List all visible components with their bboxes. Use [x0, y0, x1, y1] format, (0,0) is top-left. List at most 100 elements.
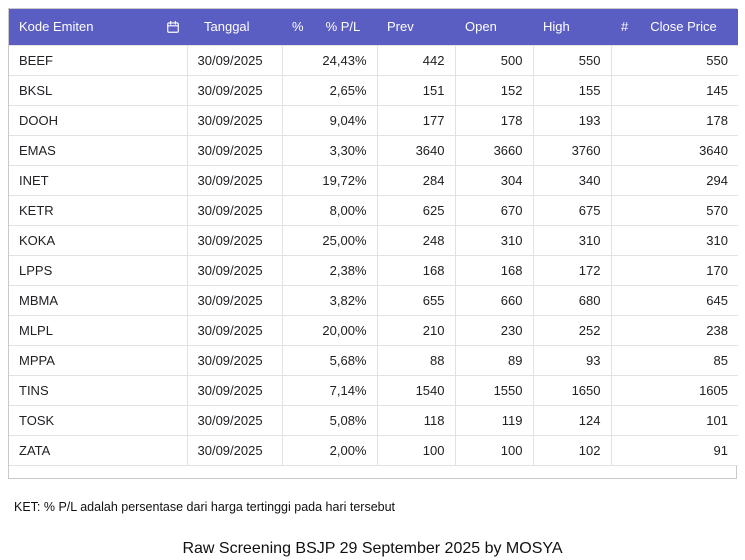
table-row: EMAS 30/09/2025 3,30% 3640 3660 3760 364…	[9, 134, 738, 166]
header-prev-label: Prev	[387, 19, 414, 35]
cell-pl: 20,00%	[281, 314, 378, 346]
cell-pl: 5,08%	[281, 404, 378, 436]
cell-close-price: 178	[610, 104, 738, 136]
cell-close-price: 145	[610, 74, 738, 106]
cell-open: 3660	[454, 134, 534, 166]
cell-tanggal: 30/09/2025	[186, 374, 283, 406]
cell-prev: 1540	[376, 374, 456, 406]
cell-close-price: 310	[610, 224, 738, 256]
cell-tanggal: 30/09/2025	[186, 104, 283, 136]
table-row: ZATA 30/09/2025 2,00% 100 100 102 91	[9, 434, 738, 466]
cell-open: 670	[454, 194, 534, 226]
table-row: BKSL 30/09/2025 2,65% 151 152 155 145	[9, 74, 738, 106]
cell-open: 178	[454, 104, 534, 136]
table-header: Kode Emiten Tanggal	[9, 9, 738, 45]
table-body: BEEF 30/09/2025 24,43% 442 500 550 550 B…	[9, 44, 738, 466]
cell-high: 102	[532, 434, 612, 466]
cell-kode-emiten: INET	[9, 164, 188, 196]
header-pl-label: % P/L	[325, 19, 361, 35]
cell-pl: 25,00%	[281, 224, 378, 256]
cell-kode-emiten: BKSL	[9, 74, 188, 106]
cell-pl: 5,68%	[281, 344, 378, 376]
cell-pl: 19,72%	[281, 164, 378, 196]
cell-high: 1650	[532, 374, 612, 406]
table-row: KETR 30/09/2025 8,00% 625 670 675 570	[9, 194, 738, 226]
cell-prev: 118	[376, 404, 456, 436]
cell-open: 119	[454, 404, 534, 436]
cell-high: 550	[532, 44, 612, 76]
cell-tanggal: 30/09/2025	[186, 254, 283, 286]
header-prev[interactable]: Prev	[377, 9, 455, 45]
table-row: MLPL 30/09/2025 20,00% 210 230 252 238	[9, 314, 738, 346]
cell-pl: 9,04%	[281, 104, 378, 136]
footnote: KET: % P/L adalah persentase dari harga …	[14, 499, 396, 514]
cell-high: 310	[532, 224, 612, 256]
header-kode-emiten[interactable]: Kode Emiten	[9, 9, 187, 45]
cell-close-price: 645	[610, 284, 738, 316]
cell-kode-emiten: TOSK	[9, 404, 188, 436]
cell-pl: 2,38%	[281, 254, 378, 286]
cell-kode-emiten: MPPA	[9, 344, 188, 376]
cell-tanggal: 30/09/2025	[186, 44, 283, 76]
page-title: Raw Screening BSJP 29 September 2025 by …	[182, 539, 563, 557]
cell-high: 172	[532, 254, 612, 286]
header-tanggal[interactable]: Tanggal	[167, 9, 282, 45]
cell-pl: 3,30%	[281, 134, 378, 166]
cell-high: 675	[532, 194, 612, 226]
cell-open: 304	[454, 164, 534, 196]
cell-prev: 210	[376, 314, 456, 346]
cell-pl: 2,65%	[281, 74, 378, 106]
screening-table: Kode Emiten Tanggal	[9, 9, 738, 466]
cell-high: 680	[532, 284, 612, 316]
cell-tanggal: 30/09/2025	[186, 164, 283, 196]
cell-tanggal: 30/09/2025	[186, 194, 283, 226]
cell-tanggal: 30/09/2025	[186, 74, 283, 106]
cell-tanggal: 30/09/2025	[186, 134, 283, 166]
cell-prev: 151	[376, 74, 456, 106]
cell-tanggal: 30/09/2025	[186, 434, 283, 466]
cell-prev: 88	[376, 344, 456, 376]
cell-pl: 7,14%	[281, 374, 378, 406]
header-tanggal-label: Tanggal	[204, 19, 250, 35]
cell-open: 1550	[454, 374, 534, 406]
header-close-price[interactable]: # Close Price	[611, 9, 738, 45]
cell-prev: 284	[376, 164, 456, 196]
cell-tanggal: 30/09/2025	[186, 284, 283, 316]
hash-icon: #	[621, 19, 629, 35]
cell-prev: 625	[376, 194, 456, 226]
header-close-price-label: Close Price	[650, 19, 717, 35]
cell-open: 89	[454, 344, 534, 376]
cell-open: 152	[454, 74, 534, 106]
cell-kode-emiten: LPPS	[9, 254, 188, 286]
cell-kode-emiten: MBMA	[9, 284, 188, 316]
header-high-label: High	[543, 19, 570, 35]
cell-open: 660	[454, 284, 534, 316]
table-row: LPPS 30/09/2025 2,38% 168 168 172 170	[9, 254, 738, 286]
cell-high: 193	[532, 104, 612, 136]
header-kode-emiten-label: Kode Emiten	[19, 19, 94, 35]
cell-open: 500	[454, 44, 534, 76]
header-high[interactable]: High	[533, 9, 611, 45]
screening-table-container: Kode Emiten Tanggal	[8, 8, 738, 479]
cell-prev: 3640	[376, 134, 456, 166]
table-row: DOOH 30/09/2025 9,04% 177 178 193 178	[9, 104, 738, 136]
cell-high: 340	[532, 164, 612, 196]
cell-pl: 3,82%	[281, 284, 378, 316]
cell-close-price: 170	[610, 254, 738, 286]
cell-kode-emiten: DOOH	[9, 104, 188, 136]
table-row: TINS 30/09/2025 7,14% 1540 1550 1650 160…	[9, 374, 738, 406]
cell-close-price: 570	[610, 194, 738, 226]
header-open[interactable]: Open	[455, 9, 533, 45]
cell-prev: 248	[376, 224, 456, 256]
cell-close-price: 238	[610, 314, 738, 346]
header-pl[interactable]: % % P/L	[282, 9, 377, 45]
cell-close-price: 101	[610, 404, 738, 436]
cell-close-price: 1605	[610, 374, 738, 406]
cell-tanggal: 30/09/2025	[186, 224, 283, 256]
cell-kode-emiten: KOKA	[9, 224, 188, 256]
cell-prev: 100	[376, 434, 456, 466]
cell-kode-emiten: EMAS	[9, 134, 188, 166]
cell-open: 310	[454, 224, 534, 256]
table-row: MBMA 30/09/2025 3,82% 655 660 680 645	[9, 284, 738, 316]
cell-prev: 177	[376, 104, 456, 136]
